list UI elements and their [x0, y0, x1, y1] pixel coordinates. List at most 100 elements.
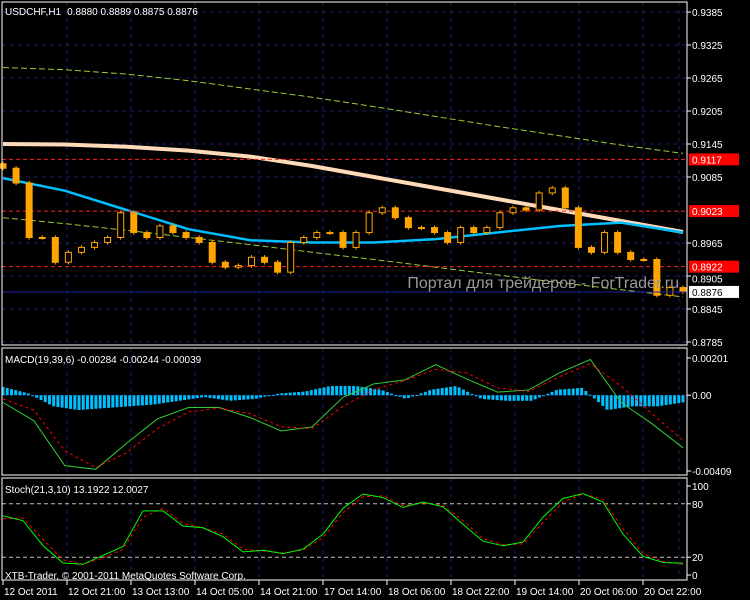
macd-histogram-bar [238, 395, 242, 401]
macd-histogram-bar [288, 392, 292, 396]
macd-histogram-bar [406, 395, 410, 399]
macd-signal-line [2, 363, 684, 469]
candle-body [247, 256, 255, 267]
axes: 12 Oct 2011 12 Oct 21:00 13 Oct 13:00 14 Oc… [2, 8, 739, 598]
macd-histogram-bar [495, 395, 499, 401]
macd-histogram-bar [18, 391, 22, 396]
macd-histogram-bar [440, 388, 444, 396]
candle-body [313, 232, 321, 239]
macd-histogram-bar [301, 391, 305, 396]
macd-histogram-bar [512, 395, 516, 401]
macd-histogram-bar [242, 395, 246, 400]
level-price-label: 0.8922 [692, 263, 723, 274]
candle-body [535, 192, 543, 211]
macd-histogram-bar [635, 395, 639, 407]
macd-histogram-bar [309, 390, 313, 396]
stoch-title: Stoch(21,3,10) 13.1922 12.0027 [5, 485, 149, 496]
candle-body [38, 237, 46, 239]
envelope-upper-line [2, 67, 684, 154]
macd-histogram-bar [592, 395, 596, 399]
macd-histogram-bar [128, 395, 132, 407]
macd-histogram-bar [360, 386, 364, 396]
macd-histogram-bar [482, 395, 486, 400]
macd-histogram-bar [153, 395, 157, 405]
macd-histogram-bar [373, 388, 377, 396]
macd-histogram-bar [263, 395, 267, 397]
macd-tick-label: 0.00201 [692, 354, 729, 365]
macd-histogram-bar [368, 388, 372, 396]
macd-histogram-bar [94, 395, 98, 409]
macd-histogram-bar [174, 395, 178, 402]
macd-histogram-bar [229, 395, 233, 401]
candle-body [221, 261, 229, 268]
macd-histogram-bar [107, 395, 111, 408]
macd-histogram-bar [233, 395, 237, 401]
candle-body [156, 225, 164, 238]
macd-histogram-bar [132, 395, 136, 406]
candle-body [574, 207, 582, 248]
macd-histogram-bar [297, 392, 301, 396]
macd-histogram-bar [69, 395, 73, 409]
macd-histogram-bar [461, 389, 465, 396]
macd-histogram-bar [402, 395, 406, 399]
stoch-tick-label: 80 [692, 500, 704, 511]
macd-tick-label: -0.00409 [692, 467, 732, 478]
stochastic-panel[interactable] [2, 493, 687, 565]
price-tick-label: 0.8785 [692, 338, 723, 349]
macd-histogram-bar [508, 395, 512, 401]
price-tick-label: 0.9385 [692, 8, 723, 19]
panel-border [1, 347, 688, 476]
macd-histogram-bar [660, 395, 664, 406]
candle-body [104, 237, 112, 243]
macd-histogram-bar [280, 393, 284, 396]
macd-histogram-bar [98, 395, 102, 409]
ohlc-readout: 0.8880 0.8889 0.8875 0.8876 [67, 7, 198, 18]
candle-body [509, 207, 517, 214]
x-tick-label: 20 Oct 06:00 [580, 587, 638, 598]
macd-histogram-bar [183, 395, 187, 401]
macd-histogram-bar [39, 395, 43, 400]
macd-histogram-bar [504, 395, 508, 401]
level-price-badge [689, 153, 739, 166]
stoch-tick-label: 20 [692, 553, 704, 564]
macd-histogram-bar [588, 394, 592, 396]
macd-histogram-bar [491, 395, 495, 400]
macd-histogram-bar [449, 386, 453, 396]
macd-histogram-bar [314, 389, 318, 396]
macd-histogram-bar [9, 389, 13, 396]
macd-histogram-bar [56, 395, 60, 408]
candle-body [496, 212, 504, 229]
macd-panel[interactable] [1, 358, 685, 470]
price-panel[interactable] [0, 67, 687, 298]
candle-body [404, 217, 412, 229]
price-tick-label: 0.8965 [692, 239, 723, 250]
macd-histogram-bar [470, 393, 474, 396]
macd-histogram-bar [613, 395, 617, 409]
macd-histogram-bar [335, 385, 339, 396]
envelope-lower-line [2, 217, 684, 298]
macd-histogram-bar [352, 385, 356, 396]
candle-body [522, 207, 530, 211]
macd-histogram-bar [559, 389, 563, 396]
macd-histogram-bar [673, 395, 677, 404]
macd-histogram-bar [271, 394, 275, 396]
level-price-badge [689, 205, 739, 218]
macd-histogram-bar [136, 395, 140, 406]
price-tick-label: 0.8905 [692, 275, 723, 286]
x-tick-label: 14 Oct 21:00 [260, 587, 318, 598]
macd-histogram-bar [111, 395, 115, 408]
stoch-signal-line [2, 493, 684, 565]
macd-histogram-bar [1, 386, 5, 396]
level-price-badge [689, 260, 739, 273]
candle-body [12, 167, 20, 184]
candle-body [470, 227, 478, 234]
macd-histogram-bar [626, 395, 630, 408]
macd-histogram-bar [381, 390, 385, 396]
macd-histogram-bar [398, 395, 402, 397]
macd-histogram-bar [466, 391, 470, 396]
price-tick-label: 0.9205 [692, 107, 723, 118]
stoch-main-line [2, 493, 684, 565]
candle-body [653, 259, 661, 296]
x-tick-label: 19 Oct 14:00 [516, 587, 574, 598]
